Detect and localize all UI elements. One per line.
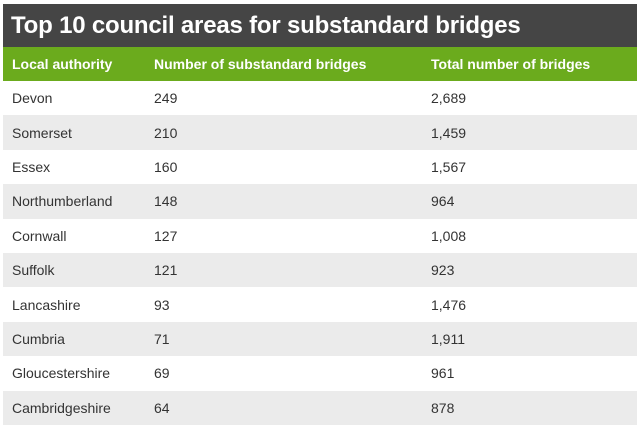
cell-local-authority: Essex — [12, 158, 51, 175]
cell-substandard-bridges: 69 — [154, 365, 170, 382]
cell-local-authority: Cumbria — [12, 330, 65, 347]
cell-substandard-bridges: 210 — [154, 124, 178, 141]
cell-total-bridges: 878 — [431, 399, 455, 416]
cell-total-bridges: 2,689 — [431, 90, 467, 107]
table-row: Cornwall 127 1,008 — [3, 218, 637, 253]
cell-substandard-bridges: 71 — [154, 330, 170, 347]
column-header-local-authority: Local authority — [12, 56, 113, 72]
cell-total-bridges: 1,567 — [431, 158, 467, 175]
table-row: Gloucestershire 69 961 — [3, 356, 637, 391]
column-header-substandard-bridges: Number of substandard bridges — [154, 56, 367, 72]
cell-substandard-bridges: 148 — [154, 193, 178, 210]
cell-total-bridges: 923 — [431, 262, 455, 279]
column-header-total-bridges: Total number of bridges — [431, 56, 591, 72]
cell-local-authority: Somerset — [12, 124, 72, 141]
cell-local-authority: Suffolk — [12, 262, 55, 279]
bridges-table: Local authority Number of substandard br… — [3, 47, 637, 425]
table-row: Cambridgeshire 64 878 — [3, 390, 637, 425]
table-row: Devon 249 2,689 — [3, 81, 637, 116]
table-row: Cumbria 71 1,911 — [3, 321, 637, 357]
cell-substandard-bridges: 249 — [154, 90, 178, 107]
table-body: Devon 249 2,689 Somerset 210 1,459 Essex 160 1,5… — [3, 81, 637, 425]
cell-local-authority: Cambridgeshire — [12, 399, 111, 416]
table-title: Top 10 council areas for substandard bri… — [3, 4, 637, 47]
cell-total-bridges: 964 — [431, 193, 455, 210]
cell-substandard-bridges: 160 — [154, 158, 178, 175]
table-row: Northumberland 148 964 — [3, 184, 637, 219]
cell-substandard-bridges: 121 — [154, 262, 178, 279]
cell-substandard-bridges: 64 — [154, 399, 170, 416]
cell-total-bridges: 1,008 — [431, 227, 467, 244]
table-row: Suffolk 121 923 — [3, 252, 637, 288]
cell-substandard-bridges: 127 — [154, 227, 178, 244]
header-row: Local authority Number of substandard br… — [3, 47, 637, 81]
cell-local-authority: Cornwall — [12, 227, 67, 244]
cell-substandard-bridges: 93 — [154, 296, 170, 313]
cell-local-authority: Northumberland — [12, 193, 113, 210]
cell-local-authority: Gloucestershire — [12, 365, 111, 382]
table-row: Essex 160 1,567 — [3, 149, 637, 185]
cell-total-bridges: 1,476 — [431, 296, 467, 313]
cell-total-bridges: 1,459 — [431, 124, 467, 141]
table-row: Somerset 210 1,459 — [3, 115, 637, 150]
table-row: Lancashire 93 1,476 — [3, 287, 637, 322]
cell-total-bridges: 961 — [431, 365, 455, 382]
cell-local-authority: Devon — [12, 90, 53, 107]
cell-local-authority: Lancashire — [12, 296, 81, 313]
cell-total-bridges: 1,911 — [431, 330, 465, 347]
